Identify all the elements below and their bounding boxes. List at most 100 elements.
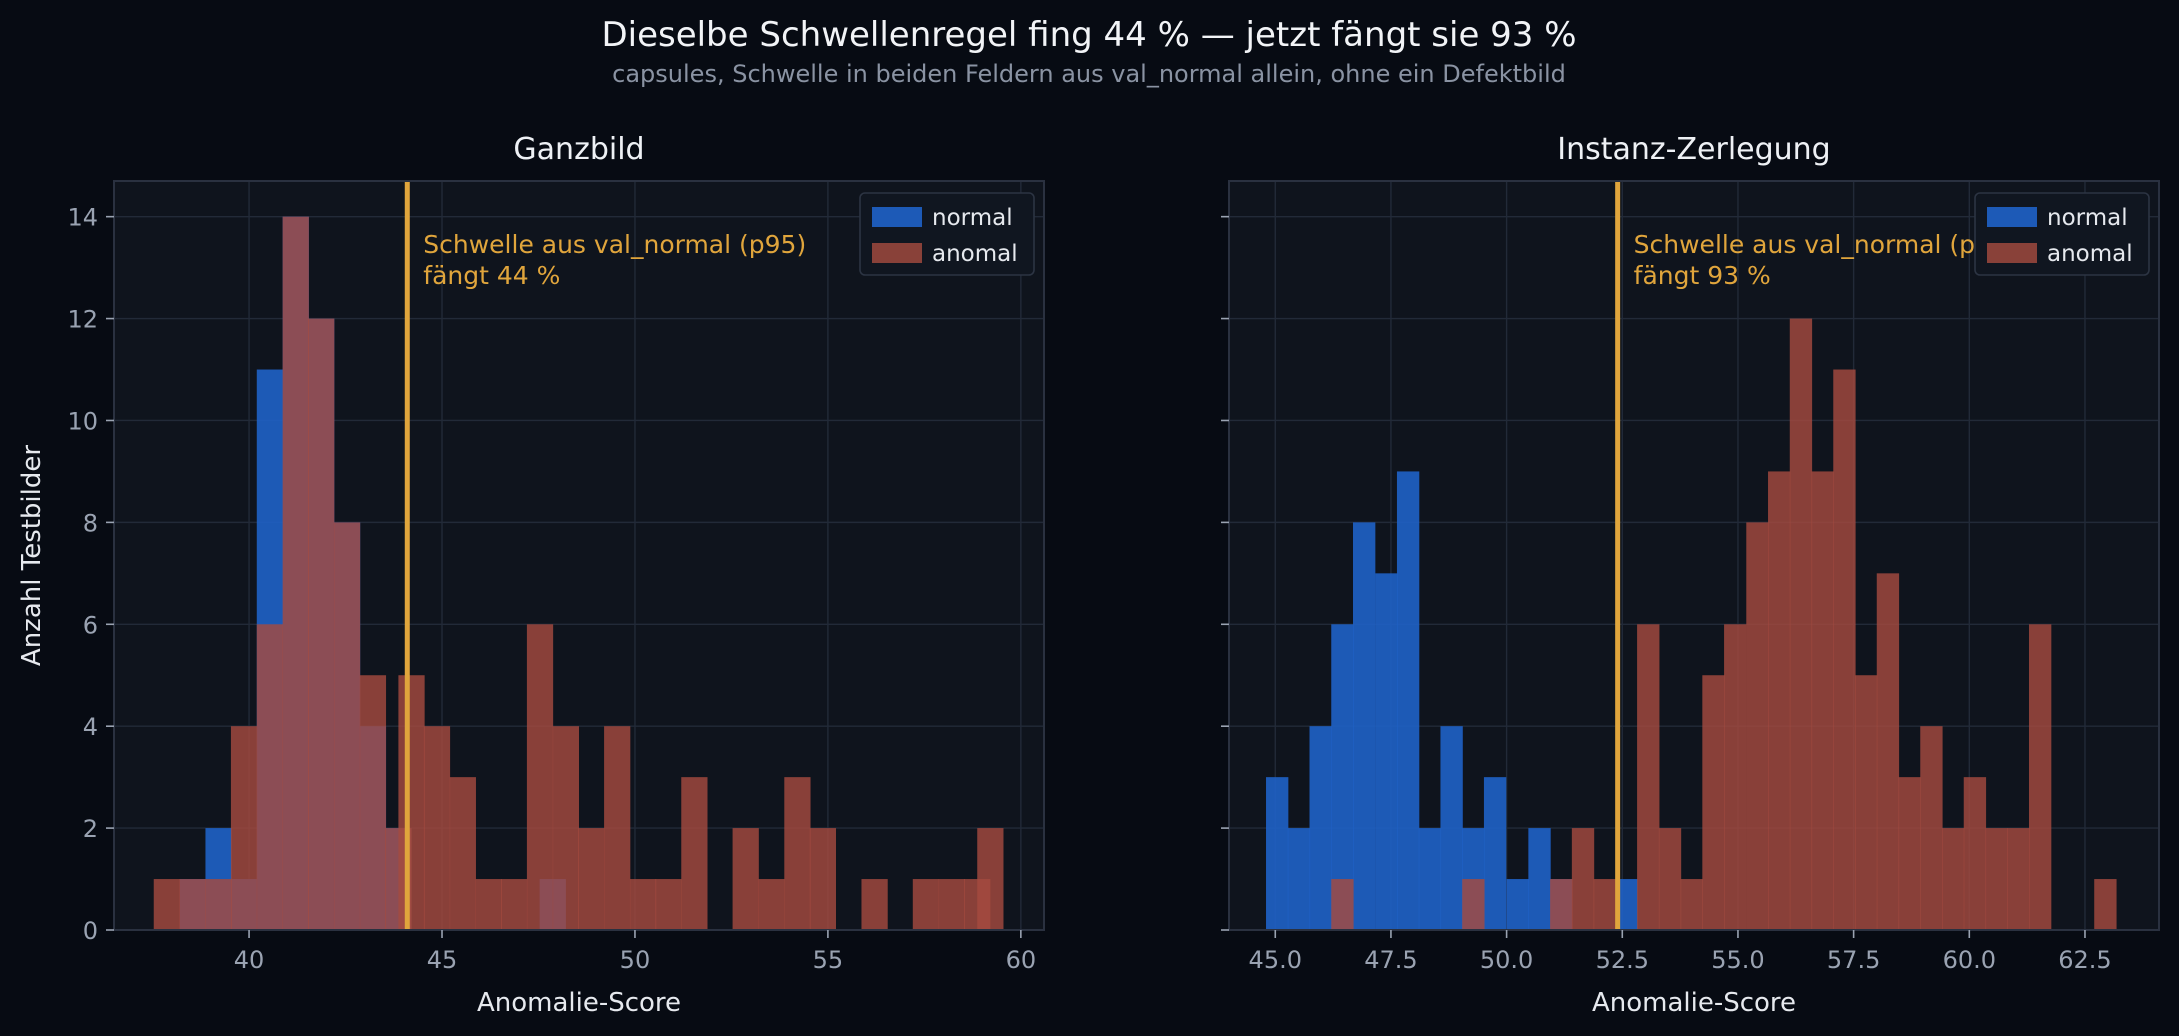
y-tick-label: 6 (83, 611, 98, 639)
y-tick-label: 4 (83, 713, 98, 741)
bar-anomal (1855, 675, 1878, 930)
bar-anomal (1963, 777, 1987, 930)
x-tick-label: 52.5 (1596, 946, 1649, 974)
bar-normal (1353, 522, 1376, 930)
bar-anomal (604, 726, 631, 930)
bar-anomal (977, 828, 1004, 930)
bar-anomal (552, 726, 579, 930)
x-tick-label: 45.0 (1249, 946, 1302, 974)
x-tick-label: 62.5 (2058, 946, 2111, 974)
bar-normal (1418, 828, 1442, 930)
panel-2: Schwelle aus val_normal (p95)fängt 93 % 4… (1221, 132, 2160, 1018)
bar-anomal (861, 879, 888, 930)
x-tick-label: 47.5 (1364, 946, 1417, 974)
y-tick-label: 2 (83, 815, 98, 843)
bar-anomal (784, 777, 811, 930)
bar-normal (1396, 471, 1420, 930)
bar-normal (1483, 777, 1507, 930)
legend-label-normal: normal (932, 205, 1013, 231)
x-tick-label: 60.0 (1943, 946, 1996, 974)
x-tick-label: 50 (620, 946, 651, 974)
bar-anomal (1876, 573, 1900, 930)
x-tick-label: 55.0 (1711, 946, 1764, 974)
chart-title: Dieselbe Schwellenregel fing 44 % — jetz… (601, 15, 1576, 55)
bar-anomal (501, 879, 528, 930)
bar-normal (1287, 828, 1311, 930)
plot-frame (113, 180, 1045, 931)
threshold-annotation: Schwelle aus val_normal (p95) (423, 230, 806, 259)
legend-label-normal: normal (2047, 205, 2128, 231)
y-tick-label: 14 (67, 204, 98, 232)
y-axis-label: Anzahl Testbilder (17, 445, 47, 666)
legend: normal anomal (1974, 192, 2150, 276)
bar-anomal (1658, 828, 1682, 930)
bar-normal (1309, 726, 1332, 930)
bar-anomal (1593, 879, 1616, 930)
y-tick-label: 10 (67, 407, 98, 435)
bar-anomal (282, 216, 309, 930)
bar-anomal (398, 675, 425, 930)
series-anomal (153, 216, 1004, 931)
bar-anomal (1331, 879, 1354, 930)
bar-anomal (1898, 777, 1921, 930)
bar-anomal (308, 318, 335, 931)
x-tick-label: 50.0 (1480, 946, 1533, 974)
bar-normal (1331, 624, 1354, 930)
bar-anomal (1702, 675, 1725, 930)
bar-anomal (809, 828, 837, 930)
bar-anomal (423, 726, 451, 930)
bar-anomal (153, 879, 180, 930)
legend-swatch-normal (872, 207, 922, 227)
bar-anomal (938, 879, 965, 930)
bar-anomal (2028, 624, 2052, 930)
y-tick-label: 0 (83, 917, 98, 945)
bar-anomal (256, 624, 284, 930)
bar-anomal (629, 879, 657, 930)
x-tick-label: 40 (234, 946, 265, 974)
threshold-annotation: fängt 44 % (423, 261, 560, 290)
bar-normal (1506, 879, 1529, 930)
bar-anomal (655, 879, 682, 930)
bar-anomal (205, 879, 232, 930)
bar-anomal (1680, 879, 1703, 930)
bar-anomal (1920, 726, 1943, 930)
bar-anomal (1550, 879, 1573, 930)
bar-anomal (732, 828, 759, 930)
legend-label-anomal: anomal (2047, 241, 2133, 267)
panel-title: Instanz-Zerlegung (1557, 132, 1830, 167)
bar-anomal (1724, 624, 1747, 930)
x-axis-label: Anomalie-Score (1592, 988, 1796, 1018)
bar-anomal (758, 879, 785, 930)
panels: Schwelle aus val_normal (p95)fängt 44 %4… (17, 132, 2160, 1018)
bar-anomal (1637, 624, 1660, 930)
panel-1: Schwelle aus val_normal (p95)fängt 44 % 4… (17, 132, 1045, 1018)
legend-swatch-normal (1987, 207, 2037, 227)
chart-subtitle: capsules, Schwelle in beiden Feldern aus… (612, 60, 1566, 88)
y-tick-label: 12 (67, 306, 98, 334)
bar-normal (1528, 828, 1551, 930)
bar-anomal (475, 879, 502, 930)
legend: normal anomal (859, 192, 1035, 276)
bar-anomal (1985, 828, 2008, 930)
bar-anomal (1833, 369, 1856, 930)
bar-anomal (333, 522, 361, 930)
bar-normal (1266, 777, 1289, 930)
x-tick-label: 45 (427, 946, 458, 974)
bar-anomal (1942, 828, 1965, 930)
legend-swatch-anomal (1987, 243, 2037, 263)
bar-anomal (526, 624, 554, 930)
x-tick-label: 55 (813, 946, 844, 974)
series-normal (1266, 471, 1638, 930)
bar-anomal (359, 675, 387, 930)
bar-anomal (449, 777, 476, 930)
bar-anomal (1811, 471, 1834, 930)
bar-normal (1440, 726, 1463, 930)
x-tick-label: 57.5 (1827, 946, 1880, 974)
bar-anomal (681, 777, 708, 930)
x-tick-label: 60 (1006, 946, 1037, 974)
threshold-annotation: Schwelle aus val_normal (p95) (1634, 230, 2017, 259)
panel-title: Ganzbild (513, 132, 644, 167)
bar-normal (1375, 573, 1398, 930)
y-tick-label: 8 (83, 509, 98, 537)
